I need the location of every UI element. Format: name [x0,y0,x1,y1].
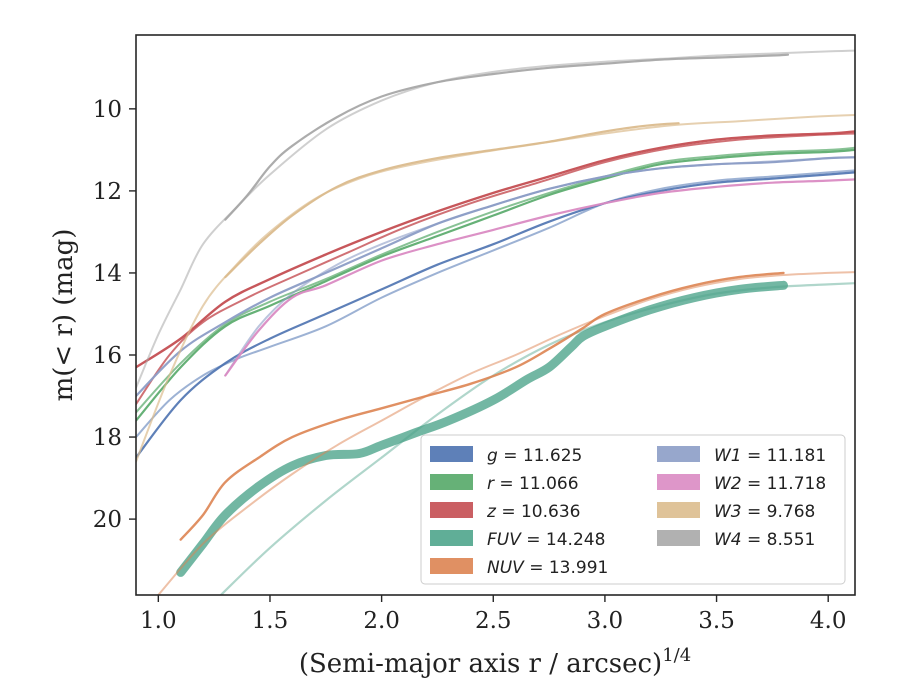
legend-label-w3: W3 = 9.768 [714,502,815,522]
series-line-g [136,171,855,459]
legend-swatch-w1 [657,446,700,462]
x-tick-label: 3.5 [698,608,735,634]
legend: g = 11.625 r = 11.066 z = 10.636 FUV = 14.2… [420,434,846,585]
series-line-w4 [136,49,855,389]
x-tick-label: 2.5 [475,608,512,634]
legend-frame [420,434,846,585]
series-line-r [136,148,855,422]
series-line-w3 [224,122,680,279]
series-line-z [136,130,855,369]
legend-swatch-nuv [430,558,473,574]
legend-swatch-w2 [657,474,700,490]
series-line-z [136,132,855,406]
series-line-fuv [219,282,855,595]
series-line-w3 [136,114,855,463]
y-axis: 10 12 14 16 18 20 [93,97,136,533]
legend-swatch-w3 [657,502,700,518]
x-axis-label-exponent: 1/4 [662,645,691,666]
x-axis: 1.0 1.5 2.0 2.5 3.0 3.5 4.0 [140,595,846,634]
x-axis-label: (Semi-major axis r / arcsec)1/4 [299,645,691,679]
legend-label-z: z = 10.636 [486,502,580,522]
y-tick-label: 16 [93,343,122,369]
y-tick-label: 18 [93,425,122,451]
legend-label-r: r = 11.066 [487,474,579,494]
plot-frame [135,34,856,596]
legend-label-nuv: NUV = 13.991 [487,558,608,578]
y-tick-label: 20 [93,507,122,533]
legend-label-w1: W1 = 11.181 [714,446,826,466]
x-tick-label: 1.5 [252,608,289,634]
legend-swatch-w4 [657,530,700,546]
x-tick-label: 2.0 [363,608,400,634]
legend-label-w4: W4 = 8.551 [714,530,815,550]
x-tick-label: 4.0 [810,608,847,634]
legend-swatch-z [430,502,473,518]
legend-swatch-g [430,446,473,462]
legend-swatch-fuv [430,530,473,546]
legend-label-w2: W2 = 11.718 [714,474,826,494]
y-tick-label: 14 [93,261,122,287]
series-line-g [136,169,855,439]
series-line-r [136,146,855,414]
legend-label-g: g = 11.625 [487,446,582,466]
x-tick-label: 3.0 [587,608,624,634]
y-axis-label: m(< r) (mag) [49,229,79,402]
series-line-w1 [224,156,855,377]
y-tick-label: 12 [93,179,122,205]
series-line-fuv [176,280,788,577]
series-line-nuv [157,271,855,595]
y-tick-label: 10 [93,97,122,123]
legend-label-fuv: FUV = 14.248 [487,530,605,550]
series-line-w2 [224,178,855,377]
curves-layer [136,49,855,595]
x-tick-label: 1.0 [140,608,177,634]
legend-swatch-r [430,474,473,490]
series-line-nuv [179,271,785,541]
series-line-w4 [224,53,790,221]
